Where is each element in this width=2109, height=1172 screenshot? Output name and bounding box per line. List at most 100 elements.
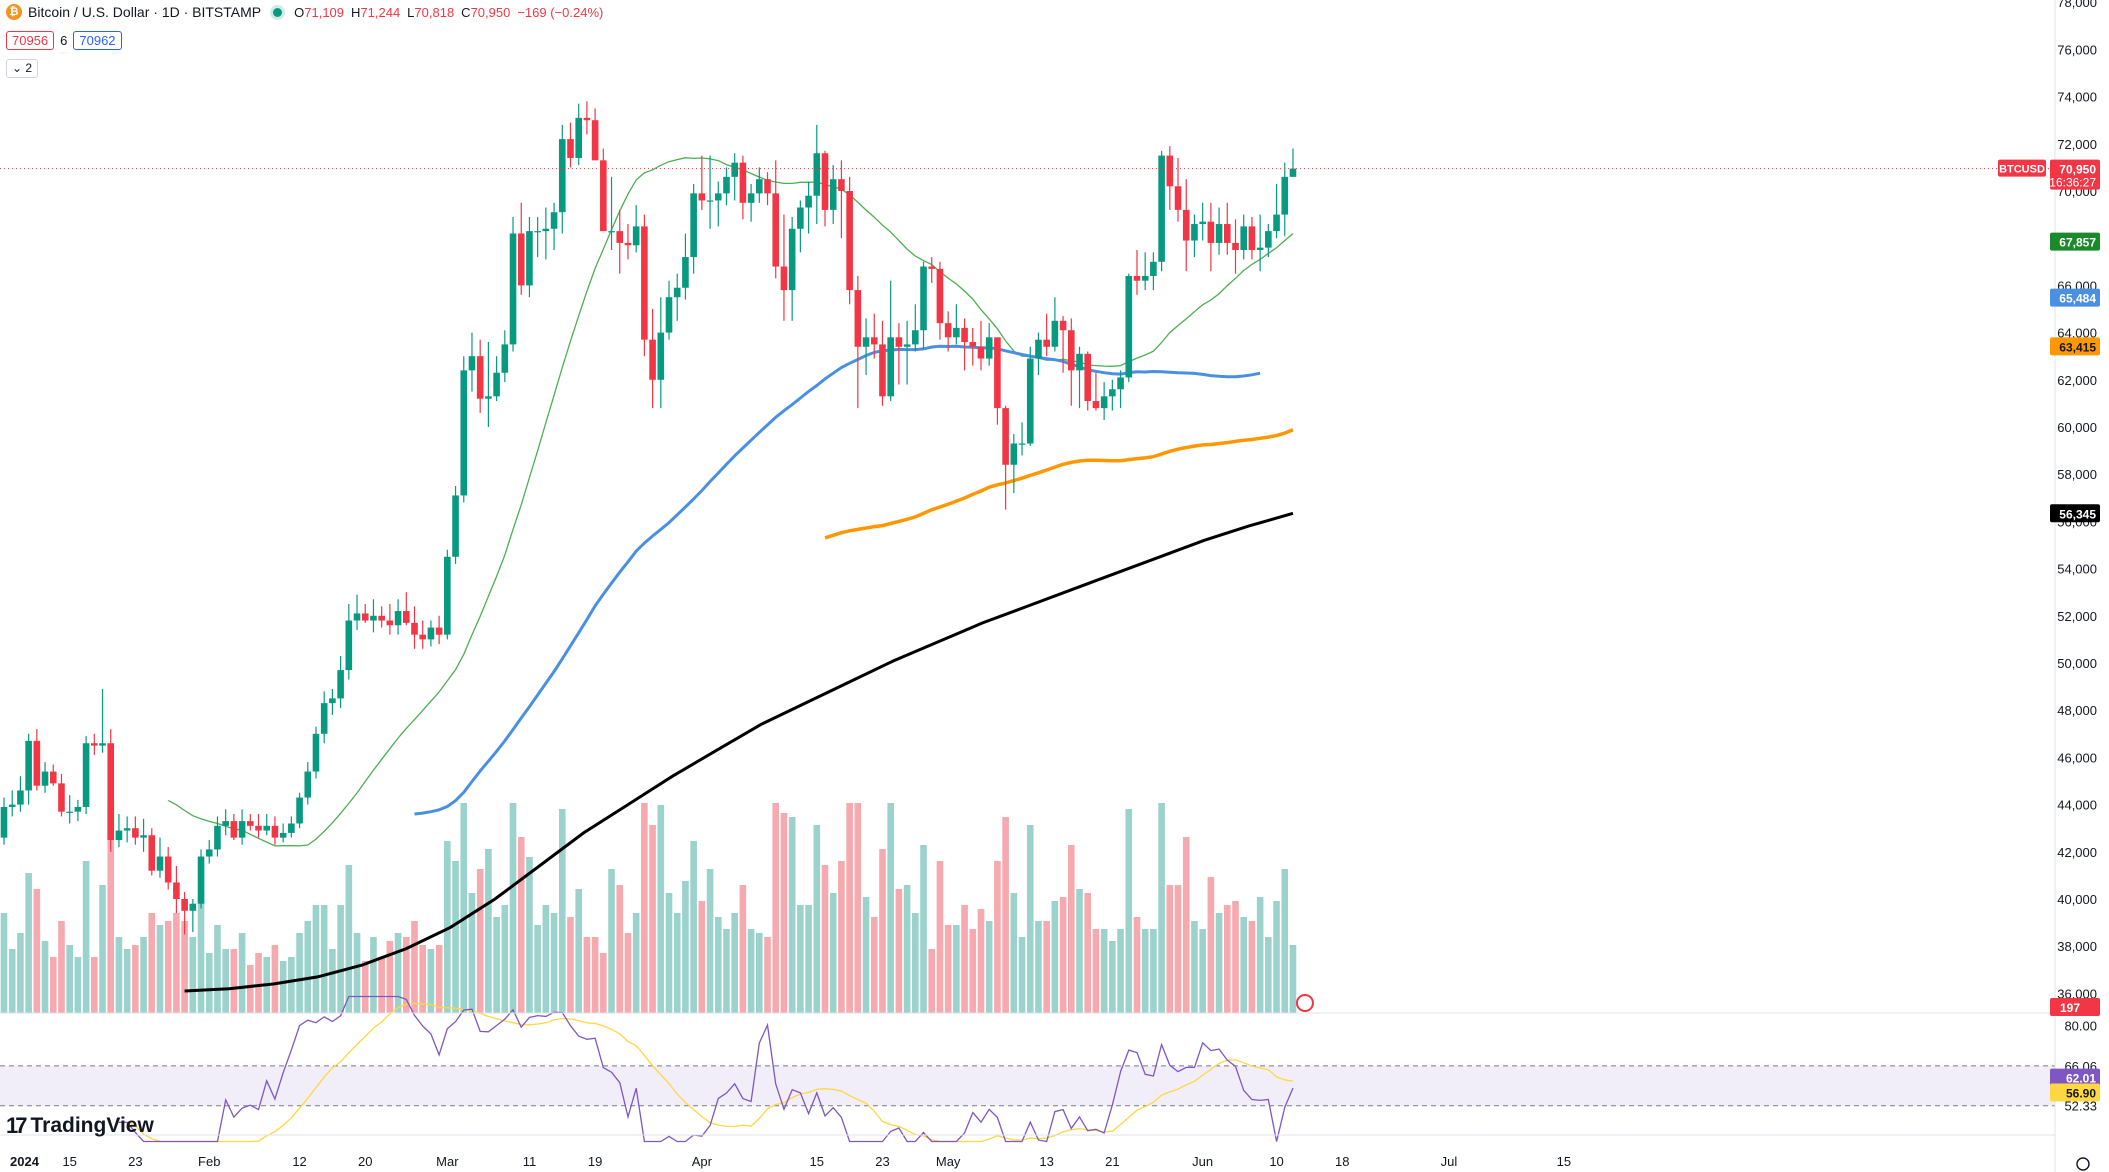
volume-bar <box>879 849 886 1013</box>
volume-bar <box>411 921 418 1013</box>
volume-bar <box>1051 901 1059 1013</box>
volume-bar <box>641 803 648 1013</box>
y-tick-label: 52,000 <box>2057 609 2097 624</box>
countdown-tag: 16:36:27 <box>2049 176 2096 190</box>
candle-body <box>1158 155 1165 262</box>
spread-value: 6 <box>60 33 68 48</box>
moving-averages <box>167 157 1294 993</box>
symbol-title[interactable]: Bitcoin / U.S. Dollar · 1D · BITSTAMP <box>28 4 262 20</box>
volume-bar <box>123 949 131 1013</box>
volume-bar <box>714 917 722 1013</box>
candle-body <box>756 179 763 194</box>
candle-body <box>1150 261 1157 276</box>
volume-bar <box>706 869 714 1013</box>
volume-bar <box>534 925 541 1013</box>
volume-bar <box>829 893 837 1013</box>
volume-bar <box>920 845 927 1013</box>
volume-bar <box>361 961 369 1013</box>
volume-bar <box>1018 937 1026 1013</box>
candle-body <box>312 733 320 772</box>
candle-body <box>944 323 952 338</box>
candle-body <box>452 495 459 557</box>
volume-bar <box>164 921 172 1013</box>
x-tick-label: Feb <box>198 1154 220 1169</box>
volume-bar <box>189 937 197 1013</box>
candle-body <box>977 346 985 359</box>
chart-header: ₿ Bitcoin / U.S. Dollar · 1D · BITSTAMP … <box>6 4 603 20</box>
candle-body <box>320 703 328 734</box>
candle-body <box>673 287 681 298</box>
volume-bar <box>1068 845 1075 1013</box>
volume-bar <box>583 937 591 1013</box>
candle-body <box>558 139 566 213</box>
x-tick-label: 18 <box>1335 1154 1349 1169</box>
volume-bar <box>1092 929 1100 1013</box>
volume-tag: 197 <box>2060 1001 2080 1015</box>
candle-body <box>476 356 484 399</box>
volume-bar <box>115 937 123 1013</box>
x-tick-label: 23 <box>875 1154 889 1169</box>
x-tick-label: 12 <box>292 1154 306 1169</box>
volume-bar <box>435 945 443 1013</box>
volume-bar <box>838 861 845 1013</box>
rsi-value-tag: 62.01 <box>2066 1072 2096 1086</box>
ohlc-values: O71,109 H71,244 L70,818 C70,950 −169 (−0… <box>294 4 604 20</box>
candle-body <box>665 297 673 333</box>
volume-bar <box>173 913 180 1013</box>
volume-bar <box>140 937 147 1013</box>
volume-bar <box>222 949 229 1013</box>
volume-bar <box>870 917 878 1013</box>
candle-body <box>772 193 780 267</box>
x-tick-label: Jul <box>1441 1154 1458 1169</box>
volume-bar <box>468 893 476 1013</box>
volume-bar <box>526 857 533 1013</box>
x-tick-label: 15 <box>1557 1154 1571 1169</box>
volume-bar <box>452 861 459 1013</box>
candle-body <box>641 226 648 340</box>
y-tick-label: 36,000 <box>2057 986 2097 1001</box>
trade-row: 70956 6 70962 <box>6 31 122 50</box>
volume-bar <box>304 921 312 1013</box>
candle-body <box>222 821 229 826</box>
volume-bar <box>1281 869 1289 1013</box>
candle-body <box>99 743 106 746</box>
ma20-tag-bg <box>2050 232 2100 251</box>
candle-body <box>41 771 49 786</box>
candle-body <box>1248 226 1256 250</box>
candle-body <box>657 332 665 380</box>
x-tick-label: 15 <box>810 1154 824 1169</box>
indicators-toggle[interactable]: ⌄ 2 <box>6 59 39 78</box>
candle-body <box>920 266 927 331</box>
rsi-pane <box>0 995 2055 1143</box>
candle-body <box>969 342 977 347</box>
candle-body <box>961 327 968 343</box>
volume-bar <box>148 913 156 1013</box>
volume-bar <box>1084 893 1092 1013</box>
rsi-tick-label: 80.00 <box>2064 1019 2097 1034</box>
candle-body <box>501 344 509 373</box>
volume-bar <box>550 913 558 1013</box>
candle-body <box>1002 408 1009 465</box>
candle-body <box>493 372 500 397</box>
candle-body <box>600 160 607 232</box>
tradingview-logo[interactable]: 17 TradingView <box>6 1113 154 1139</box>
candle-body <box>33 740 41 786</box>
candle-body <box>140 835 147 838</box>
volume-bar <box>813 825 821 1013</box>
volume-bar <box>255 953 262 1013</box>
candle-body <box>271 825 279 838</box>
candle-body <box>82 743 90 807</box>
candle-body <box>550 212 558 229</box>
candle-body <box>345 620 353 671</box>
sell-button[interactable]: 70956 <box>6 31 55 50</box>
x-tick-label: 19 <box>588 1154 602 1169</box>
volume-bar <box>17 933 24 1013</box>
candle-body <box>1273 214 1280 232</box>
candle-body <box>238 821 246 838</box>
candle-body <box>706 200 714 202</box>
volume-bar <box>1158 803 1165 1013</box>
volume-bar <box>509 803 517 1013</box>
buy-button[interactable]: 70962 <box>73 31 122 50</box>
